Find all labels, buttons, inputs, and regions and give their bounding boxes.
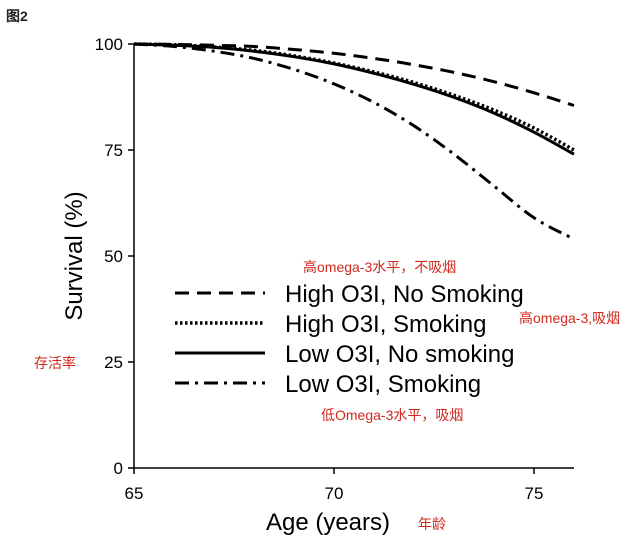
y-axis-label: Survival (%) <box>61 191 88 320</box>
annotation-y-axis: 存活率 <box>34 355 76 371</box>
annotation-low-smoking: 低Omega-3水平，吸烟 <box>321 407 464 423</box>
annotation-high-no-smoking: 高omega-3水平，不吸烟 <box>303 259 457 275</box>
y-tick-label: 0 <box>114 459 123 478</box>
y-tick-label: 50 <box>104 247 123 266</box>
annotation-x-axis: 年龄 <box>418 516 446 532</box>
series-line-low-o3i-no-smoking <box>133 42 575 156</box>
chart-axes <box>133 44 574 469</box>
legend-label-low-o3i-smoking: Low O3I, Smoking <box>285 371 481 398</box>
x-tick-label: 65 <box>125 484 144 503</box>
annotation-high-smoking: 高omega-3,吸烟 <box>519 310 621 326</box>
y-tick-label: 25 <box>104 353 123 372</box>
y-tick-label: 100 <box>95 35 123 54</box>
chart-legend: High O3I, No Smoking High O3I, Smoking Low… <box>175 281 524 398</box>
figure-label: 图2 <box>6 8 28 24</box>
x-axis-label: Age (years) <box>266 509 390 536</box>
legend-label-high-o3i-smoking: High O3I, Smoking <box>285 311 486 338</box>
series-line-high-o3i-no-smoking <box>133 42 575 107</box>
legend-label-high-o3i-no-smoking: High O3I, No Smoking <box>285 281 524 308</box>
series-line-low-o3i-smoking <box>133 42 575 241</box>
legend-label-low-o3i-no-smoking: Low O3I, No smoking <box>285 341 514 368</box>
series-line-high-o3i-smoking <box>133 42 575 152</box>
y-tick-label: 75 <box>104 141 123 160</box>
x-tick-label: 75 <box>525 484 544 503</box>
chart-lines <box>133 42 575 241</box>
chart-ticks: 0 25 50 75 100 65 70 75 <box>95 35 544 503</box>
x-tick-label: 70 <box>325 484 344 503</box>
